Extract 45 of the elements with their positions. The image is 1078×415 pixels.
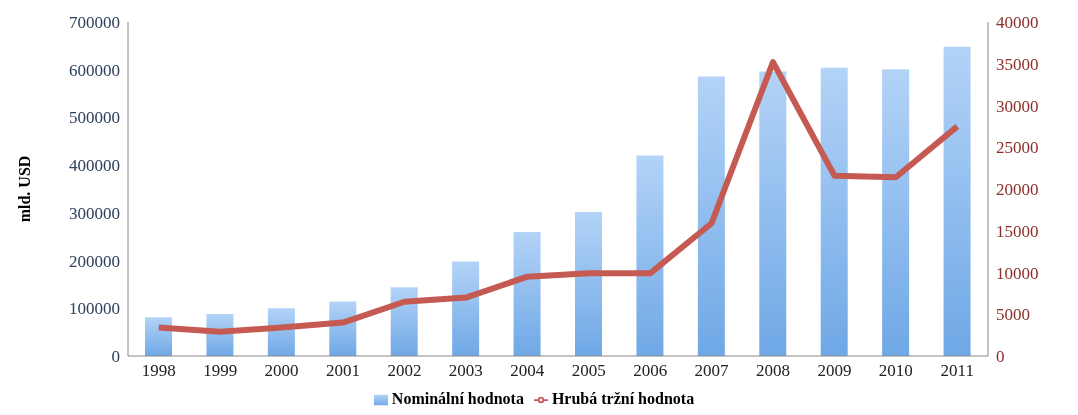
bar <box>513 231 541 356</box>
bar <box>943 46 971 356</box>
y-tick-label: 500000 <box>69 108 120 128</box>
bar <box>697 76 725 356</box>
y2-tick-label: 5000 <box>996 305 1030 325</box>
bar <box>820 67 848 356</box>
x-tick-label: 2009 <box>817 361 852 381</box>
y-axis-title: mld. USD <box>15 155 33 223</box>
x-tick-label: 2011 <box>940 361 974 381</box>
bar <box>636 155 664 356</box>
legend-label: Hrubá tržní hodnota <box>551 390 695 407</box>
bar <box>882 69 910 356</box>
legend-label: Nominální hodnota <box>391 390 524 407</box>
x-tick-label: 2005 <box>571 361 606 381</box>
bar <box>145 317 172 356</box>
y-tick-label: 600000 <box>69 60 120 80</box>
y-tick-label: 100000 <box>69 299 120 319</box>
y-tick-label: 0 <box>111 347 120 367</box>
y2-tick-label: 35000 <box>996 54 1039 74</box>
y-tick-label: 300000 <box>69 203 120 223</box>
x-tick-label: 2001 <box>326 361 360 381</box>
x-tick-label: 2003 <box>448 361 483 381</box>
x-tick-label: 2008 <box>756 361 790 381</box>
y2-tick-label: 0 <box>996 347 1005 367</box>
x-tick-label: 2000 <box>264 361 299 381</box>
y2-tick-label: 30000 <box>996 96 1039 116</box>
y2-tick-label: 20000 <box>996 180 1039 200</box>
x-tick-label: 1999 <box>203 361 238 381</box>
y2-tick-label: 10000 <box>996 263 1039 283</box>
y2-tick-label: 40000 <box>996 13 1039 33</box>
x-tick-label: 2010 <box>878 361 913 381</box>
x-tick-label: 2004 <box>510 361 545 381</box>
bar <box>575 211 602 356</box>
x-tick-label: 2007 <box>694 361 730 381</box>
bar <box>759 71 787 356</box>
x-tick-label: 2006 <box>633 361 668 381</box>
x-tick-label: 1998 <box>141 361 176 381</box>
y-tick-label: 700000 <box>69 13 120 33</box>
x-tick-label: 2002 <box>387 361 422 381</box>
y2-tick-label: 25000 <box>996 138 1039 158</box>
y2-tick-label: 15000 <box>996 221 1039 241</box>
y-tick-label: 400000 <box>69 156 120 176</box>
bar <box>452 261 480 356</box>
y-tick-label: 200000 <box>69 251 120 271</box>
bar <box>390 287 418 356</box>
